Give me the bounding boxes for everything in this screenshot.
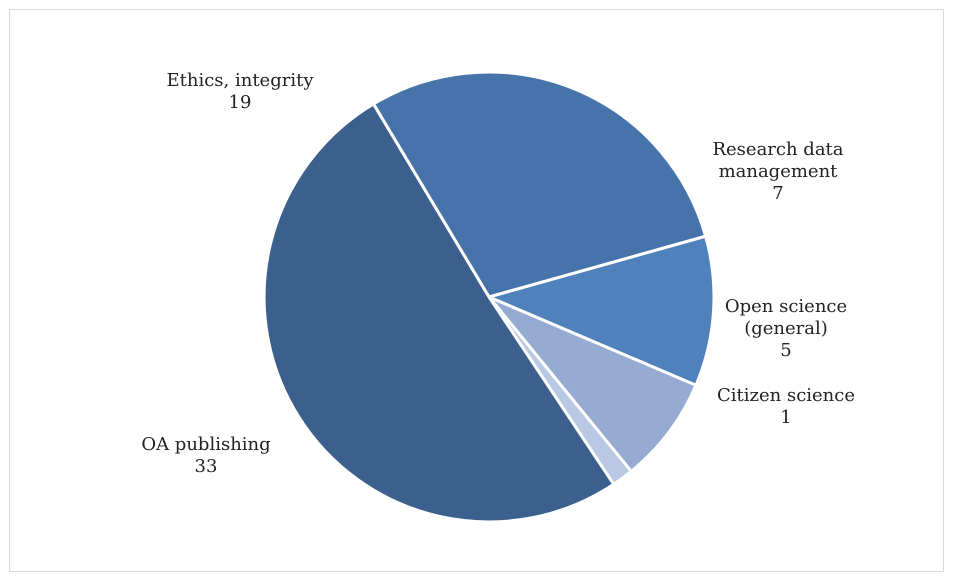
slice-category-0: Ethics, integrity	[166, 70, 314, 91]
pie-slice-2	[487, 295, 698, 473]
slice-category-1: management	[719, 161, 839, 182]
slice-label-0: Ethics, integrity 19	[166, 70, 314, 113]
slice-value-3: 1	[780, 407, 791, 428]
pie-slice-4	[262, 102, 616, 524]
pie-labels: Ethics, integrity 19 Research data manageme…	[141, 70, 855, 477]
slice-category-3: Citizen science	[717, 385, 855, 406]
slice-category-2: Open science	[725, 296, 847, 317]
slice-value-2: 5	[780, 340, 791, 361]
slice-category-4: OA publishing	[141, 434, 270, 455]
slice-value-4: 33	[195, 456, 218, 477]
slice-label-2: Open science (general) 5	[725, 296, 847, 361]
pie-slices	[262, 70, 716, 524]
slice-label-3: Citizen science 1	[717, 385, 855, 428]
slice-category-2: (general)	[744, 318, 828, 339]
slice-value-1: 7	[772, 183, 783, 204]
pie-slice-1	[487, 234, 716, 387]
slice-category-1: Research data	[712, 139, 843, 160]
slice-value-0: 19	[229, 92, 252, 113]
slice-label-4: OA publishing 33	[141, 434, 270, 477]
slice-label-1: Research data management 7	[712, 139, 843, 204]
